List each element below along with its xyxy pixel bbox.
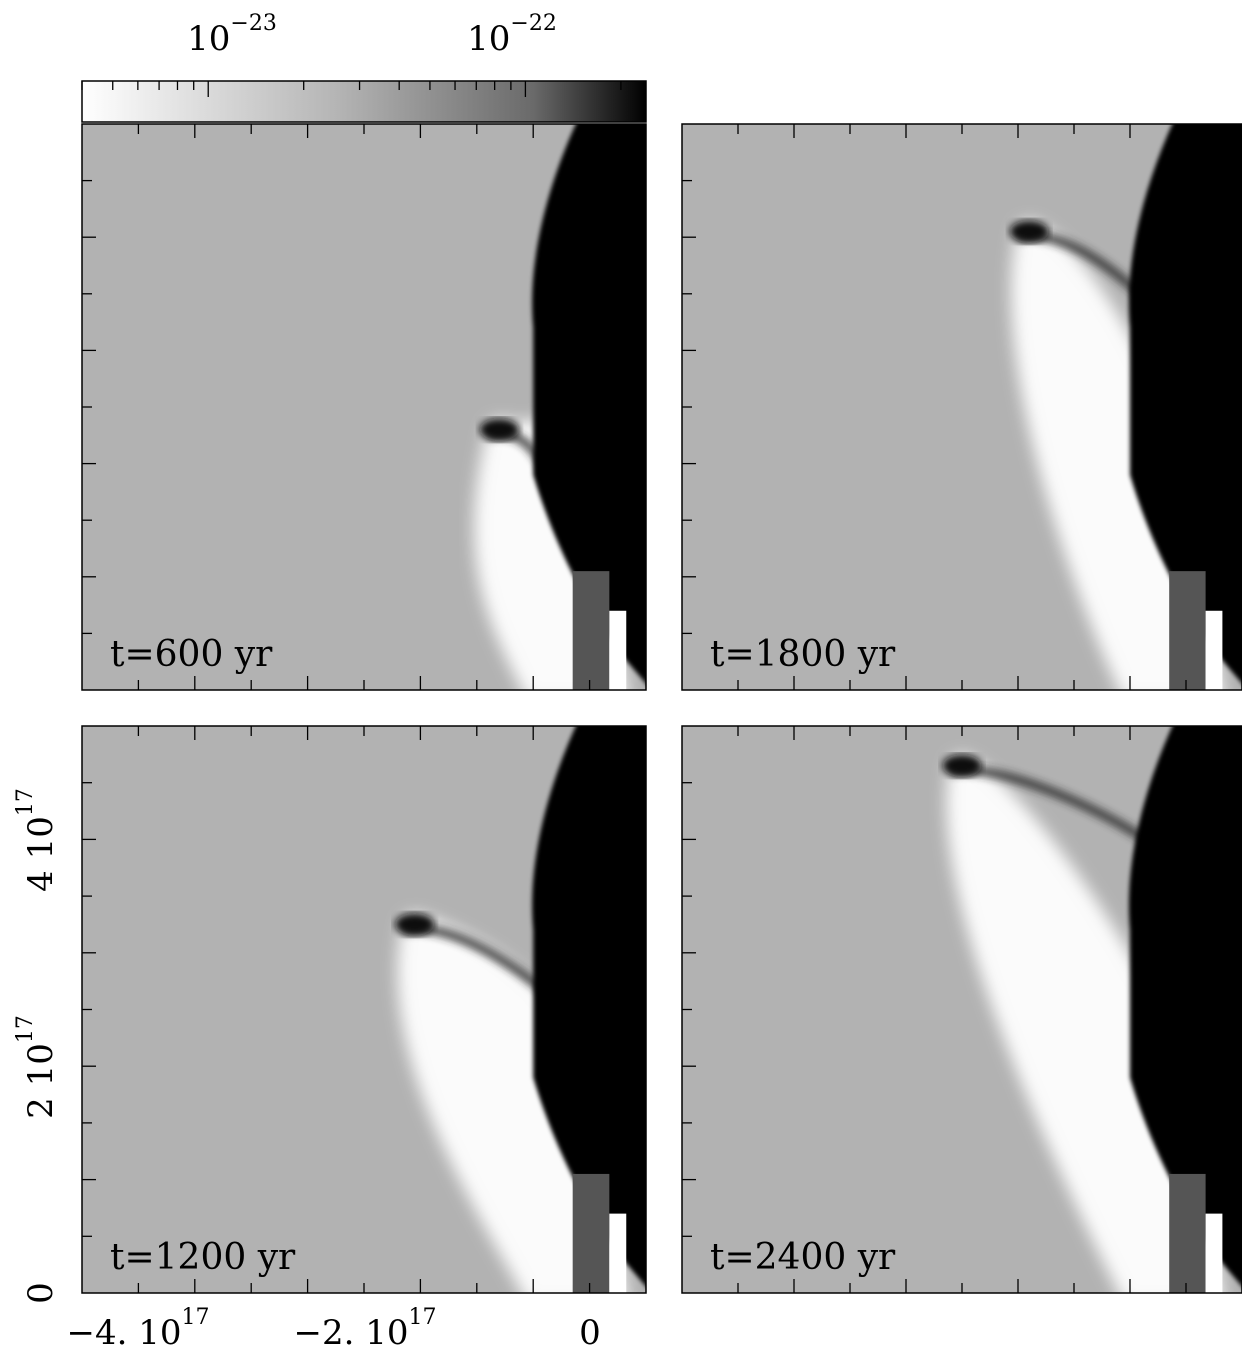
cavity (946, 754, 1224, 1293)
jet-edge (1205, 610, 1223, 690)
panel-p2400: t=2400 yr (681, 725, 1242, 1294)
panel-time-label: t=1200 yr (110, 1237, 296, 1278)
jet (1169, 1173, 1206, 1293)
x-tick-labels: −4. 1017 −2. 1017 0 (67, 1305, 601, 1351)
panel-ticks (682, 124, 1187, 690)
panel-p600: t=600 yr (81, 123, 647, 691)
y-tick-label: 4 1017 (13, 788, 61, 892)
panel-p1800: t=1800 yr (681, 123, 1242, 691)
y-tick-labels: 0 2 1017 4 1017 (13, 788, 61, 1304)
dense-medium (532, 726, 646, 1287)
colorbar-ticks (81, 81, 622, 97)
jet (1169, 571, 1206, 690)
panel-ticks (682, 726, 1187, 1293)
panel-time-label: t=2400 yr (710, 1237, 896, 1278)
x-tick-label: 0 (579, 1313, 601, 1351)
cavity (397, 913, 628, 1293)
panel-time-label: t=1800 yr (710, 634, 896, 675)
x-tick-label: −2. 1017 (294, 1305, 437, 1351)
jet-edge (1205, 1213, 1223, 1293)
jet (572, 1173, 610, 1293)
y-tick-label: 0 (21, 1282, 61, 1304)
clump (395, 913, 435, 936)
colorbar-gradient (81, 80, 647, 123)
dense-medium (532, 124, 646, 684)
colorbar: 10−23 10−22 (81, 11, 647, 123)
clump (1009, 220, 1049, 243)
x-tick-label: −4. 1017 (67, 1305, 210, 1351)
y-tick-label: 2 1017 (13, 1015, 61, 1119)
dense-medium (1128, 726, 1242, 1287)
clump (942, 754, 982, 778)
jet (572, 571, 610, 690)
panel-time-label: t=600 yr (110, 634, 273, 675)
panel-ticks (82, 726, 591, 1293)
panel-ticks (82, 124, 591, 690)
colorbar-tick-label: 10−22 (467, 11, 557, 59)
jet-edge (609, 1213, 627, 1293)
dense-medium (1128, 124, 1242, 684)
colorbar-tick-label: 10−23 (187, 11, 277, 59)
jet-edge (609, 610, 627, 690)
clump (479, 418, 520, 441)
panel-p1200: t=1200 yr (81, 725, 647, 1294)
